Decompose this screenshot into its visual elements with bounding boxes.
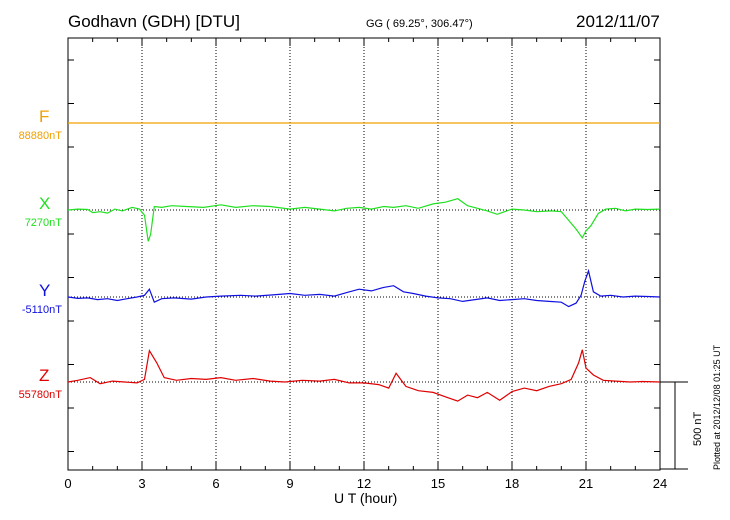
baseline-label-z: 55780nT [18,389,62,401]
series-line-z [67,349,661,402]
coordinates-label: GG ( 69.25°, 306.47°) [366,18,473,30]
x-tick-label: 24 [653,476,667,491]
x-tick-label: 12 [357,476,371,491]
x-tick-label: 6 [212,476,219,491]
scale-bar-label: 500 nT [692,411,704,446]
x-axis-label: U T (hour) [334,490,398,506]
plotted-timestamp: Plotted at 2012/12/08 01:25 UT [712,344,722,470]
series-line-y [67,268,661,308]
x-tick-label: 3 [138,476,145,491]
x-tick-label: 18 [505,476,519,491]
x-tick-label: 0 [64,476,71,491]
component-label-f: F [39,107,50,126]
x-tick-label: 21 [579,476,593,491]
component-label-x: X [39,194,51,213]
station-title: Godhavn (GDH) [DTU] [68,12,240,31]
baseline-label-x: 7270nT [24,217,62,229]
x-tick-label: 15 [431,476,445,491]
baseline-label-y: -5110nT [21,304,62,316]
x-tick-label: 9 [286,476,293,491]
baseline-label-f: 88880nT [18,130,62,142]
component-label-y: Y [39,281,51,300]
component-label-z: Z [39,366,50,385]
date-label: 2012/11/07 [576,12,660,31]
series-line-x [67,198,661,242]
